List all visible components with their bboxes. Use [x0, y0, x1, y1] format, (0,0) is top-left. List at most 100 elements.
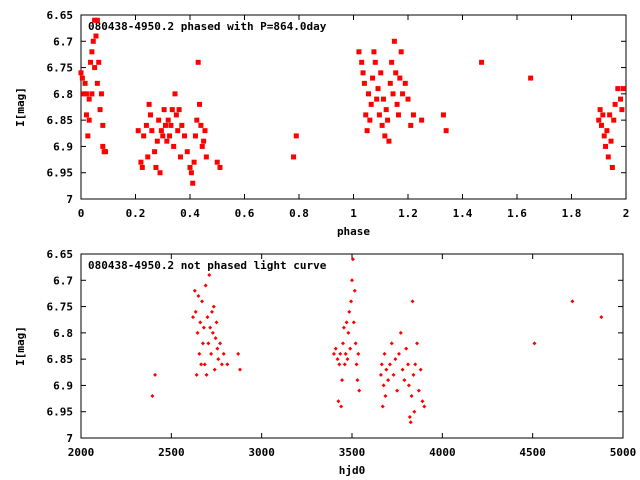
- data-point: [597, 107, 603, 113]
- data-point: [214, 320, 219, 325]
- data-point: [354, 362, 359, 367]
- unphased-light-curve-panel: 2000 2500 3000 3500 4000 4500 5000 6.65 6.7 6.75 6…: [14, 248, 636, 477]
- data-point: [191, 159, 197, 165]
- data-point: [141, 133, 147, 139]
- data-point: [443, 128, 449, 134]
- data-point: [359, 59, 365, 65]
- data-point: [89, 91, 95, 97]
- data-point: [291, 154, 297, 160]
- data-point: [207, 273, 212, 278]
- data-point: [195, 59, 201, 65]
- data-point: [440, 112, 446, 118]
- data-point: [405, 96, 411, 102]
- data-point: [184, 149, 190, 155]
- data-point: [390, 91, 396, 97]
- data-point: [395, 388, 400, 393]
- x-axis-title: phase: [337, 225, 370, 238]
- x-tick-label: 1.4: [453, 207, 473, 220]
- data-point: [411, 372, 416, 377]
- y-tick-label: 7: [66, 432, 73, 445]
- data-point: [169, 107, 175, 113]
- data-point: [198, 122, 204, 128]
- y-tick-label: 7: [66, 193, 73, 206]
- data-point: [419, 117, 425, 123]
- data-point: [361, 80, 367, 86]
- x-tick-label: 0.4: [180, 207, 200, 220]
- data-point: [348, 346, 353, 351]
- data-point: [199, 362, 204, 367]
- x-tick-label: 0.6: [235, 207, 255, 220]
- data-point: [86, 117, 92, 123]
- phased-light-curve-panel: 0 0.2 0.4 0.6 0.8 1 1.2 1.4 1.6 1.8 2 6.65 6.7 6.75 6.…: [14, 9, 629, 238]
- data-point: [97, 107, 103, 113]
- data-point: [379, 122, 385, 128]
- data-point: [145, 154, 151, 160]
- data-point: [402, 378, 407, 383]
- data-point: [331, 351, 336, 356]
- data-point: [171, 143, 177, 149]
- data-point: [206, 341, 211, 346]
- data-point: [618, 96, 624, 102]
- x-tick-label: 4000: [429, 446, 456, 459]
- data-point: [92, 17, 98, 23]
- data-point: [605, 154, 611, 160]
- data-point: [383, 107, 389, 113]
- data-point: [384, 367, 389, 372]
- data-point: [396, 351, 401, 356]
- data-point: [408, 122, 414, 128]
- data-point: [161, 107, 167, 113]
- data-point: [380, 404, 385, 409]
- data-point: [179, 122, 185, 128]
- data-point: [210, 330, 215, 335]
- data-point: [382, 351, 387, 356]
- data-point: [86, 96, 92, 102]
- data-point: [347, 309, 352, 314]
- y-axis-title: I[mag]: [14, 326, 27, 366]
- data-point: [209, 309, 214, 314]
- data-point: [400, 91, 406, 97]
- data-point: [83, 91, 89, 97]
- data-point: [607, 112, 613, 118]
- data-point: [406, 362, 411, 367]
- data-point: [351, 320, 356, 325]
- y-tick-label: 6.65: [47, 9, 74, 22]
- data-point: [202, 362, 207, 367]
- data-point: [156, 117, 162, 123]
- data-point: [370, 75, 376, 81]
- data-point: [167, 133, 173, 139]
- data-point: [187, 164, 193, 170]
- data-point: [173, 112, 179, 118]
- data-point: [410, 112, 416, 118]
- data-point: [363, 112, 369, 118]
- data-point: [398, 330, 403, 335]
- data-point: [205, 315, 210, 320]
- data-point: [154, 138, 160, 144]
- data-point: [188, 170, 194, 176]
- data-point: [168, 122, 174, 128]
- y-tick-label: 6.7: [53, 274, 73, 287]
- data-point: [96, 59, 102, 65]
- data-point: [609, 164, 615, 170]
- data-point: [376, 112, 382, 118]
- data-point: [201, 325, 206, 330]
- data-point: [177, 154, 183, 160]
- data-point: [357, 388, 362, 393]
- data-point: [393, 70, 399, 76]
- data-point: [175, 128, 181, 134]
- data-point: [416, 388, 421, 393]
- data-point: [415, 341, 420, 346]
- data-point: [337, 362, 342, 367]
- data-point: [78, 70, 84, 76]
- data-point: [353, 341, 358, 346]
- data-point: [194, 117, 200, 123]
- data-point: [355, 378, 360, 383]
- data-point: [346, 330, 351, 335]
- data-point: [209, 351, 214, 356]
- data-point: [197, 101, 203, 107]
- data-point: [364, 128, 370, 134]
- x-tick-label: 2: [623, 207, 630, 220]
- data-point: [603, 143, 609, 149]
- data-point: [214, 159, 220, 165]
- data-point: [150, 393, 155, 398]
